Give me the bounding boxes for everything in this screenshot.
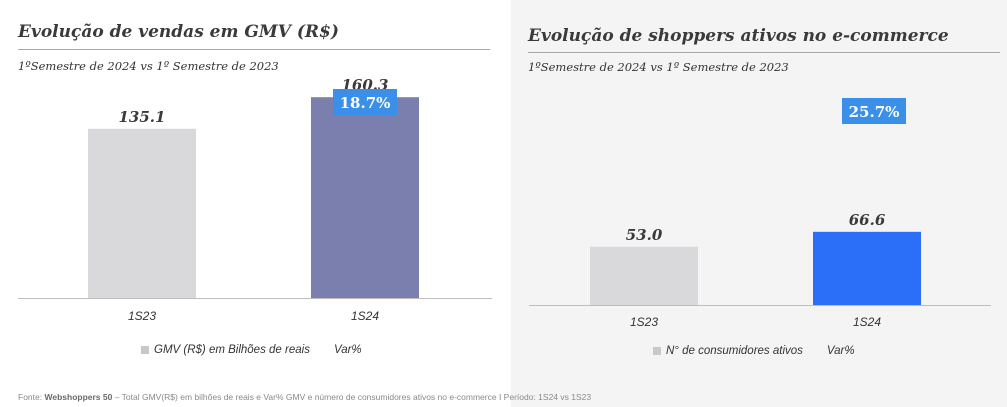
footnote-prefix: Fonte:	[18, 392, 43, 402]
shoppers-var-badge-label: 25.7%	[849, 103, 900, 121]
gmv-title-rule	[18, 49, 490, 50]
gmv-bar-1S24	[311, 97, 419, 298]
gmv-chart-legend: GMV (R$) em Bilhões de reais Var%	[141, 344, 362, 356]
footnote-source-name: Webshoppers 50	[44, 392, 113, 402]
shoppers-legend-swatch	[653, 347, 661, 355]
gmv-legend-series-label: GMV (R$) em Bilhões de reais	[154, 344, 310, 356]
shoppers-title-rule	[528, 52, 1000, 53]
gmv-legend-swatch	[141, 346, 149, 354]
shoppers-chart-subtitle: 1ºSemestre de 2024 vs 1º Semestre de 202…	[528, 60, 789, 74]
gmv-value-label-1S23: 135.1	[119, 108, 166, 126]
source-footnote: Fonte: Webshoppers 50 – Total GMV(R$) em…	[18, 392, 591, 402]
shoppers-chart-legend: N° de consumidores ativos Var%	[653, 345, 855, 357]
shoppers-tick-label-1S23: 1S23	[630, 315, 658, 329]
shoppers-chart-title: Evolução de shoppers ativos no e-commerc…	[528, 26, 949, 46]
gmv-var-badge-label: 18.7%	[340, 94, 391, 112]
gmv-chart-subtitle: 1ºSemestre de 2024 vs 1º Semestre de 202…	[18, 59, 279, 73]
gmv-chart-title: Evolução de vendas em GMV (R$)	[18, 22, 339, 42]
gmv-bar-1S23	[88, 128, 196, 298]
footnote-text: – Total GMV(R$) em bilhões de reais e Va…	[112, 392, 592, 402]
shoppers-value-label-1S24: 66.6	[849, 211, 886, 229]
shoppers-bar-1S24	[813, 231, 921, 305]
shoppers-value-label-1S23: 53.0	[626, 226, 663, 244]
gmv-tick-label-1S23: 1S23	[128, 309, 156, 323]
shoppers-var-badge	[842, 98, 906, 124]
shoppers-tick-label-1S24: 1S24	[853, 315, 881, 329]
shoppers-legend-var-label: Var%	[826, 345, 855, 357]
shoppers-bar-1S23	[590, 246, 698, 305]
gmv-chart-panel: Evolução de vendas em GMV (R$) 1ºSemestr…	[18, 22, 492, 356]
shoppers-legend-series-label: N° de consumidores ativos	[666, 345, 803, 357]
gmv-legend-var-label: Var%	[333, 344, 362, 356]
gmv-tick-label-1S24: 1S24	[351, 309, 379, 323]
shoppers-bar-chart: 53.0 1S23 66.6 1S24 25.7%	[529, 98, 991, 329]
shoppers-chart-panel: Evolução de shoppers ativos no e-commerc…	[511, 0, 1007, 407]
gmv-var-badge	[333, 89, 397, 115]
